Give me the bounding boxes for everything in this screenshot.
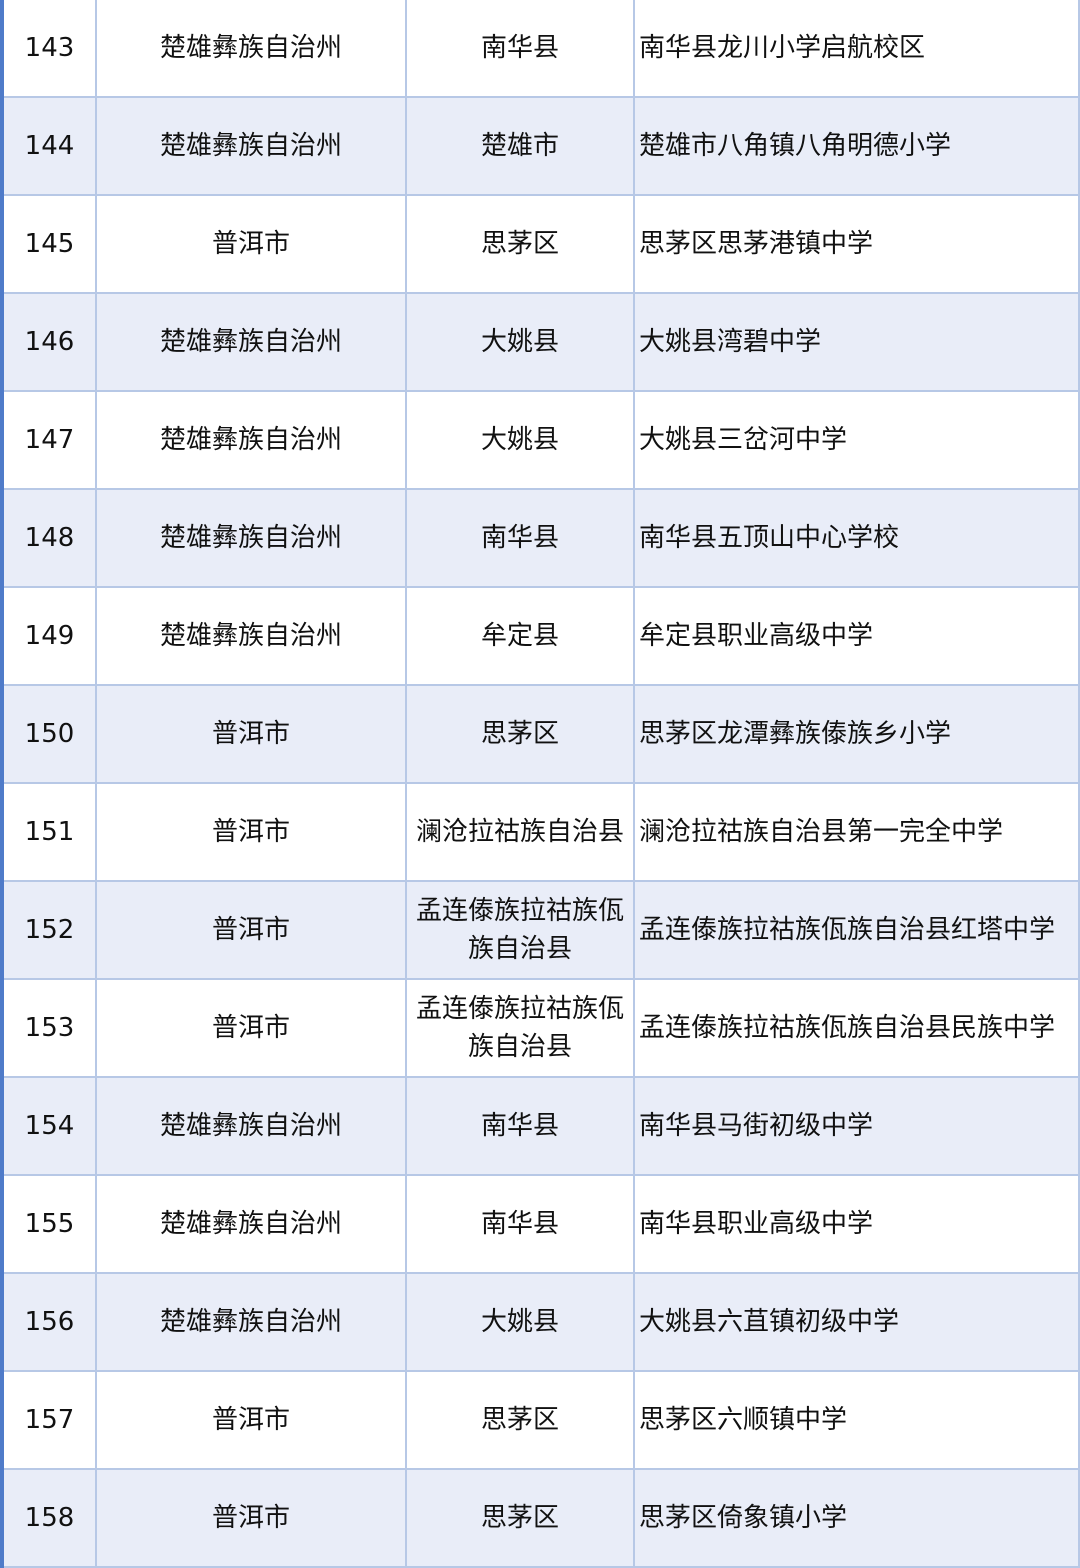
county-cell: 思茅区 xyxy=(405,1370,635,1470)
county-cell: 孟连傣族拉祜族佤族自治县 xyxy=(405,880,635,980)
row-number-cell: 153 xyxy=(0,978,97,1078)
school-name-cell: 南华县五顶山中心学校 xyxy=(633,488,1080,588)
school-name-cell: 孟连傣族拉祜族佤族自治县红塔中学 xyxy=(633,880,1080,980)
row-number-cell: 151 xyxy=(0,782,97,882)
county-cell: 牟定县 xyxy=(405,586,635,686)
school-name-cell: 楚雄市八角镇八角明德小学 xyxy=(633,96,1080,196)
table-row: 144 楚雄彝族自治州 楚雄市 楚雄市八角镇八角明德小学 xyxy=(0,96,1080,196)
table-row: 148 楚雄彝族自治州 南华县 南华县五顶山中心学校 xyxy=(0,488,1080,588)
row-number-cell: 150 xyxy=(0,684,97,784)
county-cell: 南华县 xyxy=(405,0,635,98)
prefecture-cell: 普洱市 xyxy=(95,880,407,980)
table-row: 149 楚雄彝族自治州 牟定县 牟定县职业高级中学 xyxy=(0,586,1080,686)
county-cell: 思茅区 xyxy=(405,684,635,784)
row-number-cell: 148 xyxy=(0,488,97,588)
county-cell: 南华县 xyxy=(405,1076,635,1176)
school-name-cell: 大姚县六苴镇初级中学 xyxy=(633,1272,1080,1372)
table-row: 147 楚雄彝族自治州 大姚县 大姚县三岔河中学 xyxy=(0,390,1080,490)
row-number-cell: 157 xyxy=(0,1370,97,1470)
prefecture-cell: 普洱市 xyxy=(95,194,407,294)
school-name-cell: 南华县职业高级中学 xyxy=(633,1174,1080,1274)
row-number-cell: 155 xyxy=(0,1174,97,1274)
prefecture-cell: 普洱市 xyxy=(95,782,407,882)
prefecture-cell: 楚雄彝族自治州 xyxy=(95,1272,407,1372)
school-name-cell: 思茅区倚象镇小学 xyxy=(633,1468,1080,1568)
county-cell: 南华县 xyxy=(405,1174,635,1274)
school-name-cell: 思茅区龙潭彝族傣族乡小学 xyxy=(633,684,1080,784)
prefecture-cell: 楚雄彝族自治州 xyxy=(95,96,407,196)
county-cell: 南华县 xyxy=(405,488,635,588)
prefecture-cell: 普洱市 xyxy=(95,684,407,784)
school-name-cell: 南华县马街初级中学 xyxy=(633,1076,1080,1176)
prefecture-cell: 楚雄彝族自治州 xyxy=(95,292,407,392)
table-row: 152 普洱市 孟连傣族拉祜族佤族自治县 孟连傣族拉祜族佤族自治县红塔中学 xyxy=(0,880,1080,980)
row-number-cell: 154 xyxy=(0,1076,97,1176)
county-cell: 大姚县 xyxy=(405,390,635,490)
table-row: 146 楚雄彝族自治州 大姚县 大姚县湾碧中学 xyxy=(0,292,1080,392)
county-cell: 楚雄市 xyxy=(405,96,635,196)
row-number-cell: 146 xyxy=(0,292,97,392)
table-row: 157 普洱市 思茅区 思茅区六顺镇中学 xyxy=(0,1370,1080,1470)
prefecture-cell: 楚雄彝族自治州 xyxy=(95,1174,407,1274)
table-row: 153 普洱市 孟连傣族拉祜族佤族自治县 孟连傣族拉祜族佤族自治县民族中学 xyxy=(0,978,1080,1078)
row-number-cell: 149 xyxy=(0,586,97,686)
school-name-cell: 思茅区思茅港镇中学 xyxy=(633,194,1080,294)
prefecture-cell: 楚雄彝族自治州 xyxy=(95,488,407,588)
prefecture-cell: 普洱市 xyxy=(95,978,407,1078)
prefecture-cell: 楚雄彝族自治州 xyxy=(95,0,407,98)
table-row: 145 普洱市 思茅区 思茅区思茅港镇中学 xyxy=(0,194,1080,294)
school-name-cell: 南华县龙川小学启航校区 xyxy=(633,0,1080,98)
school-name-cell: 牟定县职业高级中学 xyxy=(633,586,1080,686)
prefecture-cell: 楚雄彝族自治州 xyxy=(95,586,407,686)
table-row: 158 普洱市 思茅区 思茅区倚象镇小学 xyxy=(0,1468,1080,1568)
row-number-cell: 147 xyxy=(0,390,97,490)
prefecture-cell: 楚雄彝族自治州 xyxy=(95,390,407,490)
row-number-cell: 145 xyxy=(0,194,97,294)
school-name-cell: 大姚县三岔河中学 xyxy=(633,390,1080,490)
county-cell: 大姚县 xyxy=(405,292,635,392)
county-cell: 思茅区 xyxy=(405,194,635,294)
prefecture-cell: 普洱市 xyxy=(95,1370,407,1470)
row-number-cell: 152 xyxy=(0,880,97,980)
county-cell: 孟连傣族拉祜族佤族自治县 xyxy=(405,978,635,1078)
school-name-cell: 孟连傣族拉祜族佤族自治县民族中学 xyxy=(633,978,1080,1078)
prefecture-cell: 楚雄彝族自治州 xyxy=(95,1076,407,1176)
county-cell: 思茅区 xyxy=(405,1468,635,1568)
prefecture-cell: 普洱市 xyxy=(95,1468,407,1568)
table-row: 156 楚雄彝族自治州 大姚县 大姚县六苴镇初级中学 xyxy=(0,1272,1080,1372)
table-row: 143 楚雄彝族自治州 南华县 南华县龙川小学启航校区 xyxy=(0,0,1080,98)
row-number-cell: 144 xyxy=(0,96,97,196)
table-row: 154 楚雄彝族自治州 南华县 南华县马街初级中学 xyxy=(0,1076,1080,1176)
table-row: 150 普洱市 思茅区 思茅区龙潭彝族傣族乡小学 xyxy=(0,684,1080,784)
table-row: 151 普洱市 澜沧拉祜族自治县 澜沧拉祜族自治县第一完全中学 xyxy=(0,782,1080,882)
county-cell: 澜沧拉祜族自治县 xyxy=(405,782,635,882)
school-name-cell: 大姚县湾碧中学 xyxy=(633,292,1080,392)
row-number-cell: 143 xyxy=(0,0,97,98)
school-name-cell: 思茅区六顺镇中学 xyxy=(633,1370,1080,1470)
row-number-cell: 158 xyxy=(0,1468,97,1568)
county-cell: 大姚县 xyxy=(405,1272,635,1372)
school-name-cell: 澜沧拉祜族自治县第一完全中学 xyxy=(633,782,1080,882)
row-number-cell: 156 xyxy=(0,1272,97,1372)
table-row: 155 楚雄彝族自治州 南华县 南华县职业高级中学 xyxy=(0,1174,1080,1274)
